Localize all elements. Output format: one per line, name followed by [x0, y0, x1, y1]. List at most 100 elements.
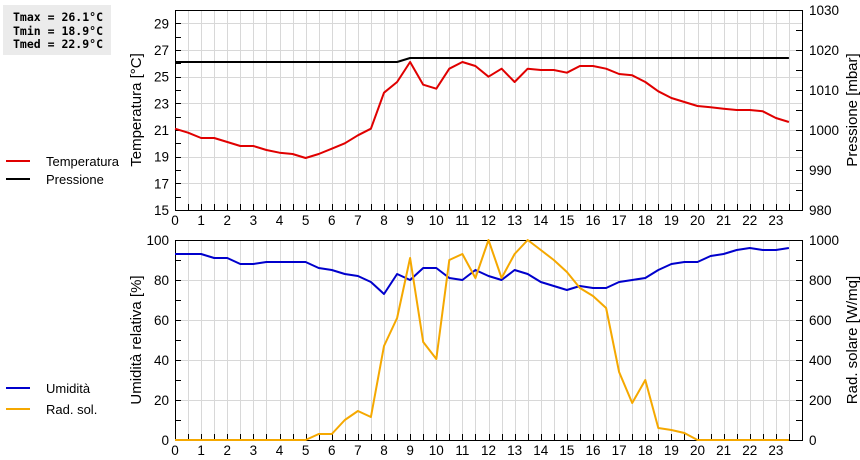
series-rad-sol [175, 239, 789, 441]
x-tick-label: 11 [455, 443, 469, 458]
y-tick-label-right: 1030 [809, 3, 839, 18]
x-tick-label: 8 [380, 213, 388, 228]
x-tick-label: 3 [250, 213, 258, 228]
x-tick-label: 8 [380, 443, 388, 458]
x-tick-label: 14 [533, 213, 549, 228]
y-tick-label-left: 20 [154, 393, 169, 408]
y-tick-label-right: 1010 [809, 83, 839, 98]
x-tick-label: 18 [638, 443, 653, 458]
x-tick-label: 6 [328, 213, 336, 228]
y-tick-label-left: 60 [154, 313, 169, 328]
legend-swatch-rad-sol [6, 408, 30, 410]
y-axis-title-right: Rad. solare [W/mq] [844, 276, 860, 404]
x-axis: 0 1 2 3 4 5 6 7 8 9 10 11 12 13 14 15 16 17 18 19 20 21 22 23 [171, 434, 790, 458]
x-tick-label: 4 [276, 443, 284, 458]
x-tick-label: 5 [302, 213, 310, 228]
tmed-value: Tmed = 22.9°C [13, 37, 104, 51]
grid [175, 10, 802, 210]
legend-item-umidita: Umidità [6, 380, 90, 396]
y-tick-label-left: 100 [146, 233, 169, 248]
legend-label: Rad. sol. [46, 401, 98, 417]
legend-swatch-umidita [6, 387, 30, 389]
x-tick-label: 0 [171, 443, 179, 458]
x-tick-label: 23 [768, 213, 783, 228]
plot-frame [175, 10, 803, 211]
x-tick-label: 5 [302, 443, 310, 458]
y-tick-label-left: 15 [154, 203, 169, 218]
stats-box: Tmax = 26.1°C Tmin = 18.9°C Tmed = 22.9°C [3, 5, 111, 55]
y-tick-label-right: 600 [809, 313, 832, 328]
legend-label: Temperatura [46, 153, 119, 169]
x-tick-label: 12 [481, 443, 496, 458]
y-tick-label-right: 200 [809, 393, 832, 408]
x-tick-label: 16 [585, 213, 600, 228]
y-axis-title-left: Temperatura [°C] [128, 53, 145, 167]
y-tick-label-right: 400 [809, 353, 832, 368]
x-tick-label: 7 [354, 443, 362, 458]
x-tick-label: 22 [742, 213, 757, 228]
x-tick-label: 7 [354, 213, 362, 228]
y-tick-label-left: 80 [154, 273, 169, 288]
x-tick-label: 1 [197, 443, 205, 458]
legend-swatch-pressione [6, 178, 30, 180]
x-tick-label: 1 [197, 213, 205, 228]
y-axis-right: 0 200 400 600 800 1000 [796, 233, 839, 448]
y-tick-label-left: 21 [154, 123, 169, 138]
x-tick-label: 17 [612, 443, 627, 458]
x-tick-label: 2 [223, 213, 231, 228]
legend-label: Umidità [46, 380, 91, 396]
x-tick-label: 10 [429, 443, 444, 458]
x-tick-label: 13 [507, 443, 522, 458]
x-tick-label: 16 [585, 443, 600, 458]
x-tick-label: 13 [507, 213, 522, 228]
x-tick-label: 21 [716, 213, 731, 228]
humidity-radiation-chart: 0 1 2 3 4 5 6 7 8 9 10 11 12 13 14 15 16 17 18 19 20 21 22 2302… [128, 233, 860, 458]
x-tick-label: 4 [276, 213, 284, 228]
y-tick-label-right: 800 [809, 273, 832, 288]
y-tick-label-left: 17 [154, 176, 169, 191]
y-tick-label-right: 1000 [809, 233, 839, 248]
y-tick-label-right: 980 [809, 203, 832, 218]
x-tick-label: 9 [406, 213, 414, 228]
x-tick-label: 6 [328, 443, 336, 458]
x-tick-label: 17 [612, 213, 627, 228]
x-tick-label: 12 [481, 213, 496, 228]
x-tick-label: 22 [742, 443, 757, 458]
series-umidit [175, 247, 790, 295]
legend-label: Pressione [46, 171, 104, 187]
x-tick-label: 0 [171, 213, 179, 228]
legend-item-temperatura: Temperatura [6, 153, 119, 169]
x-tick-label: 15 [559, 213, 574, 228]
x-tick-label: 11 [455, 213, 469, 228]
series-temperatura [174, 61, 790, 159]
tmin-value: Tmin = 18.9°C [13, 23, 104, 38]
y-tick-label-left: 19 [154, 150, 169, 165]
y-tick-label-left: 40 [154, 353, 169, 368]
y-tick-label-left: 29 [154, 16, 169, 31]
x-tick-label: 15 [559, 443, 574, 458]
tmax-value: Tmax = 26.1°C [13, 10, 104, 24]
legend-item-pressione: Pressione [6, 171, 104, 187]
y-tick-label-right: 1000 [809, 123, 839, 138]
x-tick-label: 21 [716, 443, 731, 458]
y-tick-label-left: 23 [154, 96, 169, 111]
x-tick-label: 18 [638, 213, 653, 228]
legend-swatch-temperatura [6, 160, 30, 162]
x-tick-label: 19 [664, 213, 679, 228]
x-axis: 0 1 2 3 4 5 6 7 8 9 10 11 12 13 14 15 16 17 18 19 20 21 22 23 [171, 204, 790, 228]
x-tick-label: 20 [690, 443, 705, 458]
x-tick-label: 19 [664, 443, 679, 458]
x-tick-label: 2 [223, 443, 231, 458]
y-tick-label-right: 1020 [809, 43, 839, 58]
y-axis-left: 15 17 19 21 23 25 27 29 [154, 10, 181, 218]
x-tick-label: 14 [533, 443, 549, 458]
y-tick-label-left: 27 [154, 43, 169, 58]
y-tick-label-right: 990 [809, 163, 832, 178]
temperature-chart: 0 1 2 3 4 5 6 7 8 9 10 11 12 13 14 15 16 17 18 19 20 21 22 2315… [128, 3, 860, 228]
y-tick-label-left: 0 [161, 433, 169, 448]
x-tick-label: 20 [690, 213, 705, 228]
y-tick-label-right: 0 [809, 433, 817, 448]
x-tick-label: 10 [429, 213, 444, 228]
y-axis-left: 0 20 40 60 80 100 [146, 233, 181, 448]
x-tick-label: 9 [406, 443, 414, 458]
